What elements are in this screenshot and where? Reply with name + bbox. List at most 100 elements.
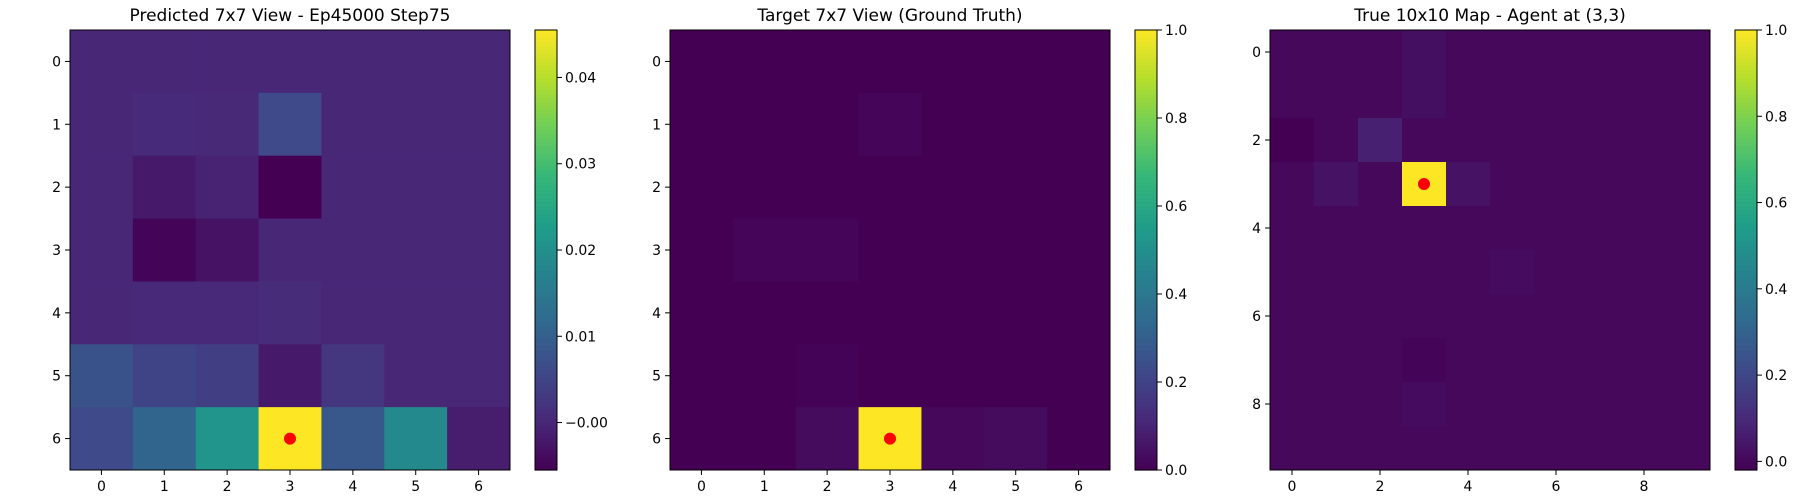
heatmap-cell [1047,344,1111,408]
colorbar-band [1735,378,1757,383]
heatmap-cell [447,92,511,157]
colorbar-band [535,442,557,447]
colorbar-band [1135,226,1157,231]
agent-marker [284,432,296,445]
colorbar-band [1735,182,1757,187]
heatmap-cell [1622,162,1667,207]
y-tick-label: 4 [52,306,61,322]
x-tick-label: 2 [823,479,832,495]
heatmap-cell [984,218,1048,282]
colorbar-band [535,342,557,347]
colorbar-band [1735,38,1757,43]
colorbar-band [1135,306,1157,311]
colorbar-band [1735,446,1757,451]
y-tick-label: 3 [52,243,61,259]
heatmap-cell [132,344,197,408]
x-tick-label: 0 [97,479,106,495]
colorbar-band [1735,274,1757,279]
colorbar-band [535,158,557,163]
colorbar-band [1135,34,1157,39]
heatmap-cell [1314,118,1359,163]
colorbar-band [1735,174,1757,179]
colorbar-band [1735,382,1757,387]
heatmap-cell [1270,294,1315,339]
heatmap-cell [384,218,448,282]
heatmap-cell [795,92,860,157]
colorbar-band [535,278,557,283]
y-tick-label: 3 [652,243,661,259]
x-tick-label: 0 [1288,479,1297,495]
colorbar-band [535,450,557,455]
heatmap-cell [195,218,260,282]
colorbar-band [1135,98,1157,103]
colorbar-band [1735,462,1757,467]
x-tick-label: 2 [1376,479,1385,495]
heatmap-cell [195,30,260,94]
colorbar-tick-label: 0.03 [565,157,596,173]
colorbar-band [535,86,557,91]
heatmap-cell [1622,382,1667,427]
colorbar-band [1135,294,1157,299]
colorbar-band [535,182,557,187]
heatmap-cell [1578,74,1623,119]
colorbar-band [1135,438,1157,443]
heatmap-cell [1666,382,1711,427]
colorbar-band [1135,126,1157,131]
colorbar-band [1735,50,1757,55]
colorbar-band [1135,134,1157,139]
colorbar-band [1135,70,1157,75]
colorbar-band [535,366,557,371]
heatmap-cell [1358,338,1403,383]
colorbar-band [1135,110,1157,115]
colorbar-band [535,178,557,183]
heatmap-cell [1578,162,1623,207]
heatmap-cell [795,30,860,94]
colorbar-band [535,138,557,143]
heatmap-cell [1358,162,1403,207]
heatmap-cell [1666,118,1711,163]
heatmap-cell [321,407,385,471]
colorbar-band [535,418,557,423]
heatmap-cell [795,344,860,408]
colorbar-band [1735,394,1757,399]
heatmap-cell [858,30,922,94]
heatmap-cell [1358,118,1403,163]
colorbar-band [1135,414,1157,419]
colorbar-band [1735,294,1757,299]
heatmap-cell [984,155,1048,220]
heatmap-cell [70,281,134,345]
colorbar-band [1135,218,1157,223]
heatmap-cell [1578,250,1623,295]
x-tick-label: 5 [411,479,420,495]
heatmap-cell [321,218,385,282]
heatmap-cell [1446,118,1491,163]
colorbar-band [1135,302,1157,307]
colorbar-band [535,402,557,407]
heatmap-cell [670,344,734,408]
agent-marker [884,432,896,445]
colorbar-band [1135,210,1157,215]
x-tick-label: 4 [1464,479,1473,495]
heatmap-cell [858,218,922,282]
x-tick-label: 4 [948,479,957,495]
colorbar-band [535,106,557,111]
heatmap-cell [195,155,260,220]
chart-title: Target 7x7 View (Ground Truth) [756,6,1022,26]
colorbar-band [1135,194,1157,199]
heatmap-cell [732,92,797,157]
colorbar-band [1735,354,1757,359]
colorbar-band [1735,270,1757,275]
heatmap-cell [1534,294,1579,339]
heatmap-cell [1446,74,1491,119]
colorbar-band [1135,410,1157,415]
colorbar-band [1135,146,1157,151]
colorbar-band [1735,350,1757,355]
heatmap-cell [1490,426,1535,471]
colorbar-frame [1734,29,1758,471]
heatmap-cell [1402,118,1447,163]
colorbar-band [1135,50,1157,55]
heatmap-cell [1270,162,1315,207]
colorbar-band [1135,142,1157,147]
colorbar-band [1135,330,1157,335]
heatmap-cell [1270,426,1315,471]
